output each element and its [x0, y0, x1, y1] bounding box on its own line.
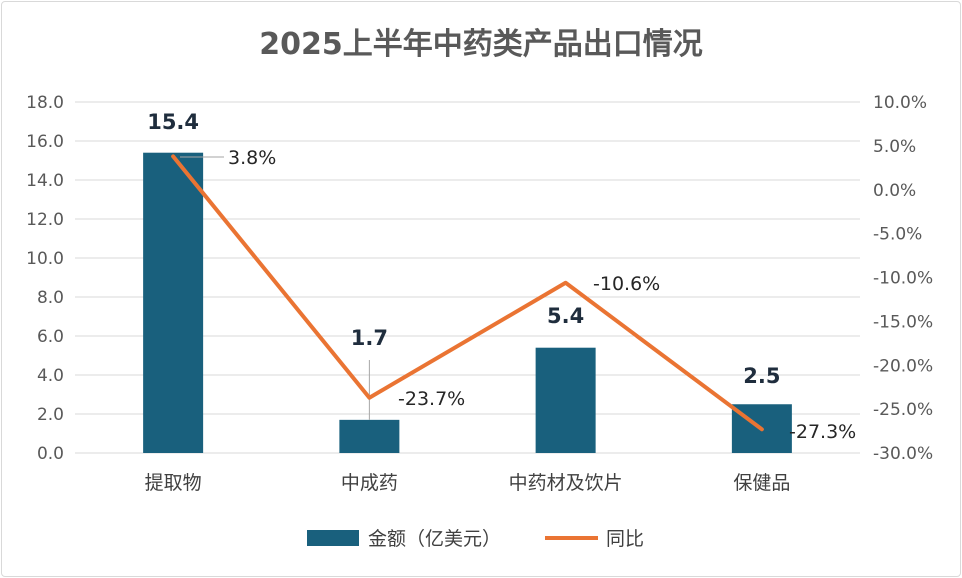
legend-swatch-amount — [307, 530, 359, 546]
y-right-tick-label: -30.0% — [873, 444, 933, 464]
y-left-tick-label: 12.0 — [26, 210, 64, 230]
y-right-tick-label: -5.0% — [873, 225, 922, 245]
chart-title: 2025上半年中药类产品出口情况 — [259, 27, 703, 62]
y-left-tick-label: 4.0 — [37, 366, 64, 386]
legend-label-yoy: 同比 — [606, 528, 644, 550]
line-data-label: -10.6% — [593, 273, 660, 295]
bar-1 — [339, 419, 400, 453]
x-category-label: 提取物 — [145, 472, 202, 494]
bar-2 — [535, 347, 596, 453]
y-left-tick-label: 18.0 — [26, 93, 64, 113]
y-right-tick-label: 5.0% — [873, 137, 916, 157]
line-data-label: -27.3% — [789, 421, 856, 443]
y-left-tick-label: 14.0 — [26, 171, 64, 191]
line-series-yoy — [171, 154, 764, 432]
y-right-tick-label: 10.0% — [873, 93, 927, 113]
y-right-tick-label: -20.0% — [873, 356, 933, 376]
x-category-label: 中药材及饮片 — [509, 472, 623, 494]
y-right-tick-label: 0.0% — [873, 181, 916, 201]
y-left-tick-label: 10.0 — [26, 249, 64, 269]
y-left-tick-label: 8.0 — [37, 288, 64, 308]
bar-data-label: 1.7 — [351, 326, 388, 350]
y-right-tick-label: -10.0% — [873, 269, 933, 289]
bar-data-label: 2.5 — [743, 364, 780, 388]
x-category-label: 中成药 — [341, 472, 398, 494]
line-data-label: -23.7% — [398, 388, 465, 410]
y-left-tick-label: 2.0 — [37, 405, 64, 425]
y-left-tick-label: 0.0 — [37, 444, 64, 464]
y-left-tick-label: 6.0 — [37, 327, 64, 347]
x-category-label: 保健品 — [733, 472, 790, 494]
y-right-tick-label: -15.0% — [873, 312, 933, 332]
bar-data-label: 15.4 — [147, 110, 199, 134]
y-right-tick-label: -25.0% — [873, 400, 933, 420]
bar-data-label: 5.4 — [547, 304, 584, 328]
line-data-label: 3.8% — [228, 147, 276, 169]
bar-0 — [143, 152, 204, 453]
y-left-tick-label: 16.0 — [26, 132, 64, 152]
legend-label-amount: 金额（亿美元） — [368, 528, 501, 550]
